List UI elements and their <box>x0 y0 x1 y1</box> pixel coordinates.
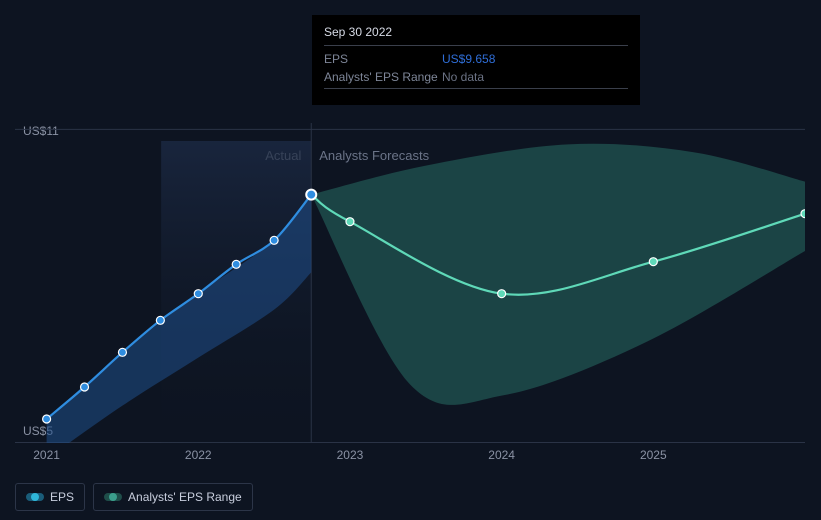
plot-area[interactable] <box>15 123 805 443</box>
x-axis-ticks: 2021 2022 2023 2024 2025 <box>15 448 805 468</box>
tooltip-key: EPS <box>324 52 442 66</box>
legend-swatch-icon <box>104 493 122 501</box>
legend-item[interactable]: Analysts' EPS Range <box>93 483 253 511</box>
tooltip-value: US$9.658 <box>442 52 495 66</box>
tooltip-divider <box>324 45 628 46</box>
chart-svg <box>15 123 805 443</box>
tooltip-row: EPSUS$9.658 <box>324 52 628 66</box>
chart-tooltip: Sep 30 2022 EPSUS$9.658Analysts' EPS Ran… <box>312 15 640 105</box>
eps-forecast-chart: US$11 US$5 Actual Analysts Forecasts 202… <box>0 0 821 520</box>
x-tick-label: 2023 <box>337 448 364 462</box>
x-tick-label: 2021 <box>33 448 60 462</box>
legend-label: Analysts' EPS Range <box>128 490 242 504</box>
x-tick-label: 2024 <box>488 448 515 462</box>
legend-swatch-icon <box>26 493 44 501</box>
legend-label: EPS <box>50 490 74 504</box>
tooltip-key: Analysts' EPS Range <box>324 70 442 84</box>
tooltip-value: No data <box>442 70 484 84</box>
chart-legend: EPS Analysts' EPS Range <box>15 483 253 511</box>
x-tick-label: 2025 <box>640 448 667 462</box>
tooltip-date: Sep 30 2022 <box>324 25 628 39</box>
tooltip-divider-bottom <box>324 88 628 89</box>
tooltip-row: Analysts' EPS RangeNo data <box>324 70 628 84</box>
x-tick-label: 2022 <box>185 448 212 462</box>
legend-item[interactable]: EPS <box>15 483 85 511</box>
